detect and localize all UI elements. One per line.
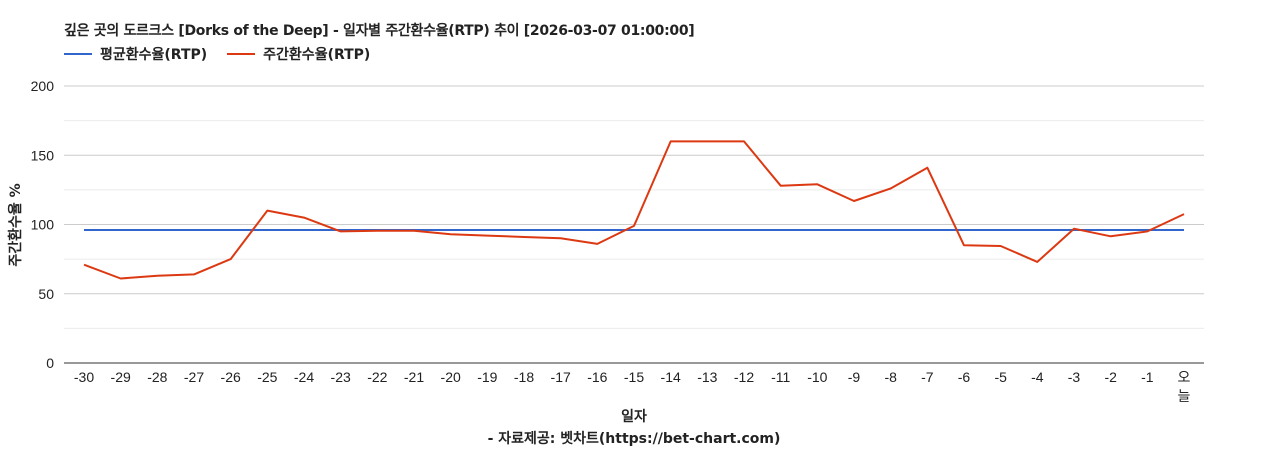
x-tick-label: -26 <box>221 369 241 385</box>
x-tick-label: -15 <box>624 369 644 385</box>
legend-swatch-weekly <box>227 53 256 55</box>
x-tick-label: 늘 <box>1178 388 1191 404</box>
x-tick-label: -7 <box>921 369 934 385</box>
x-tick-label: 오 <box>1178 369 1191 385</box>
x-tick-label: -21 <box>404 369 424 385</box>
x-tick-label: -16 <box>587 369 607 385</box>
x-tick-label: -10 <box>807 369 827 385</box>
y-axis-title: 주간환수율 % <box>7 183 24 266</box>
y-tick-label: 200 <box>31 78 55 94</box>
legend-item-weekly[interactable]: 주간환수율(RTP) <box>227 44 370 64</box>
x-tick-label: -17 <box>551 369 571 385</box>
x-tick-label: -29 <box>111 369 131 385</box>
x-tick-label: -25 <box>257 369 277 385</box>
y-tick-label: 0 <box>46 355 54 371</box>
y-tick-label: 150 <box>31 147 55 163</box>
x-tick-label: -14 <box>661 369 681 385</box>
x-tick-label: -9 <box>848 369 861 385</box>
weekly-rtp-line[interactable] <box>83 140 1185 280</box>
y-tick-label: 100 <box>31 217 55 233</box>
x-tick-label: -27 <box>184 369 204 385</box>
x-tick-label: -5 <box>994 369 1007 385</box>
x-tick-label: -22 <box>367 369 387 385</box>
x-tick-label: -8 <box>884 369 897 385</box>
x-axis-title: 일자 <box>621 409 647 425</box>
x-tick-label: -24 <box>294 369 314 385</box>
y-tick-label: 50 <box>38 286 54 302</box>
series-lines <box>83 140 1185 280</box>
x-tick-label: -28 <box>147 369 167 385</box>
x-tick-label: -18 <box>514 369 534 385</box>
source-footer: - 자료제공: 벳차트(https://bet-chart.com) <box>487 431 781 447</box>
x-tick-label: -4 <box>1031 369 1044 385</box>
legend-label-average: 평균환수율(RTP) <box>100 47 208 63</box>
chart-title: 깊은 곳의 도르크스 [Dorks of the Deep] - 일자별 주간환… <box>64 23 695 39</box>
y-axis-ticks: 0 50 100 150 200 <box>31 78 55 371</box>
x-tick-label: -19 <box>477 369 497 385</box>
x-tick-label: -2 <box>1104 369 1117 385</box>
legend-swatch-average <box>64 53 92 55</box>
x-tick-label: -6 <box>958 369 971 385</box>
x-tick-label: -3 <box>1068 369 1081 385</box>
x-tick-label: -12 <box>734 369 754 385</box>
x-tick-label: -30 <box>74 369 94 385</box>
x-tick-label: -1 <box>1141 369 1154 385</box>
x-tick-label: -23 <box>331 369 351 385</box>
x-tick-label: -13 <box>697 369 717 385</box>
gridlines <box>64 85 1204 329</box>
legend: 평균환수율(RTP) 주간환수율(RTP) <box>64 44 390 64</box>
x-tick-label: -20 <box>441 369 461 385</box>
legend-label-weekly: 주간환수율(RTP) <box>263 47 371 63</box>
x-axis-ticks: -30 -29 -28 -27 -26 -25 -24 -23 -22 -21 -20 -19 -18 -… <box>74 369 1191 404</box>
legend-item-average[interactable]: 평균환수율(RTP) <box>64 44 207 64</box>
x-tick-label: -11 <box>771 369 790 385</box>
